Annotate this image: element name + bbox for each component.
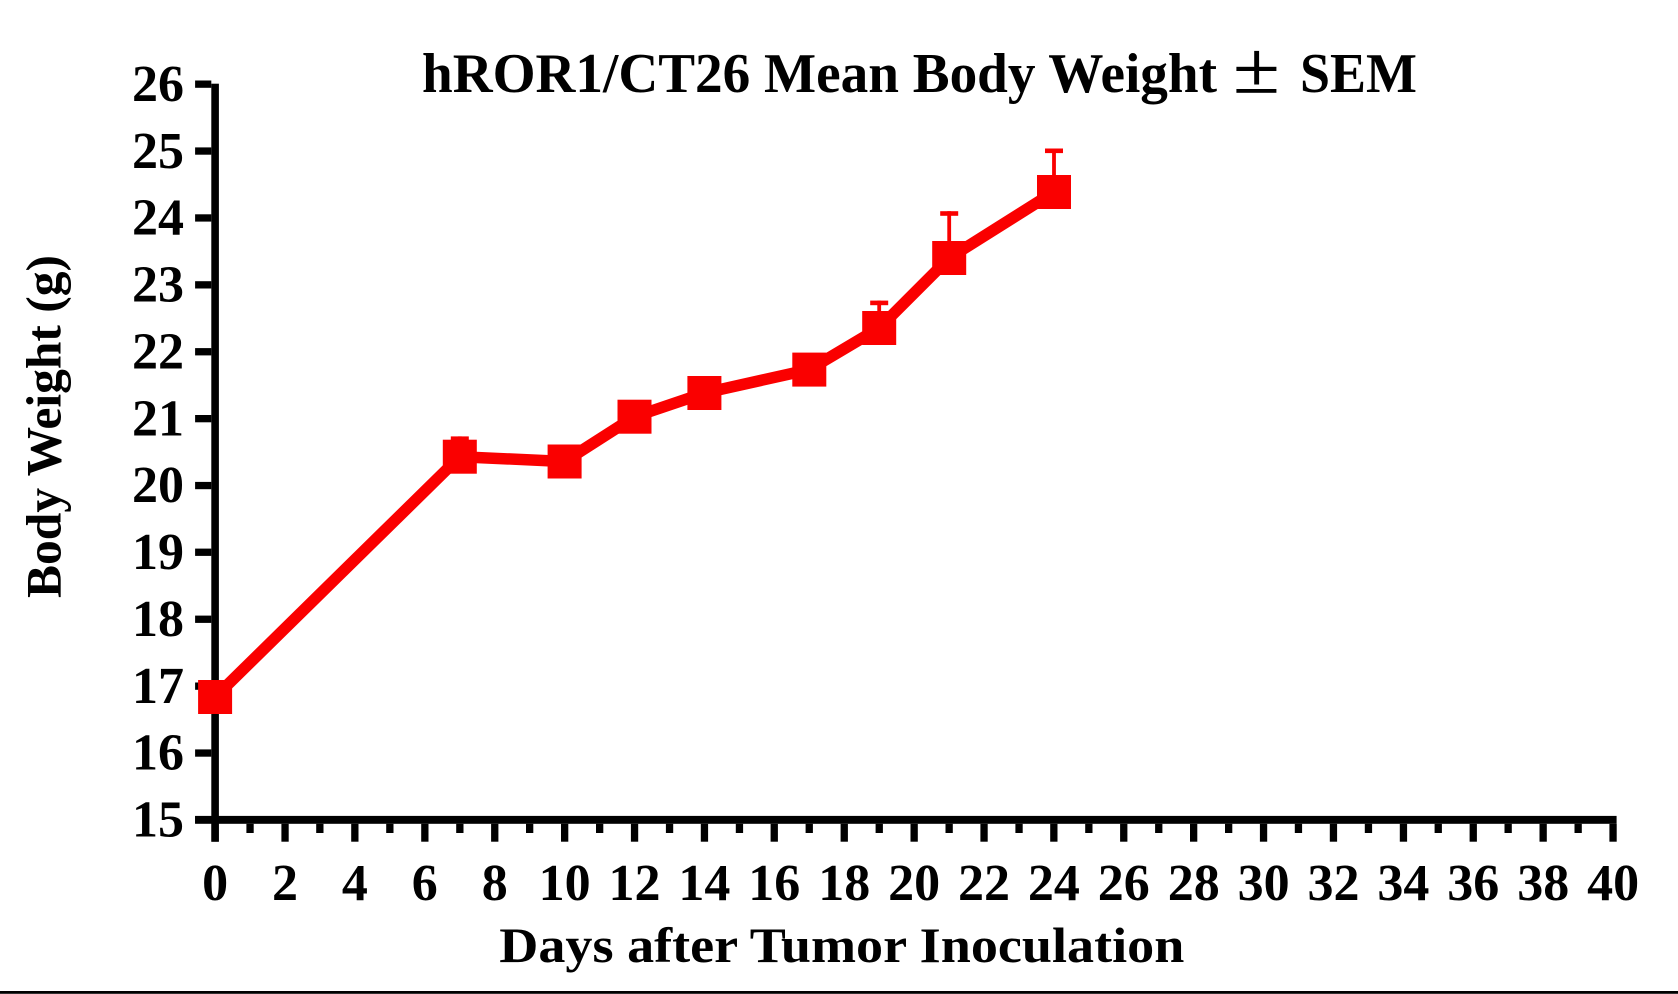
svg-text:SEM: SEM: [1300, 43, 1417, 105]
svg-text:24: 24: [1028, 855, 1080, 912]
svg-text:26: 26: [1098, 855, 1150, 912]
svg-text:38: 38: [1517, 855, 1569, 912]
svg-text:18: 18: [818, 855, 870, 912]
svg-text:28: 28: [1168, 855, 1220, 912]
svg-text:2: 2: [272, 855, 298, 912]
svg-text:21: 21: [132, 390, 184, 447]
svg-text:32: 32: [1308, 855, 1360, 912]
svg-text:23: 23: [132, 257, 184, 314]
svg-text:34: 34: [1377, 855, 1429, 912]
svg-text:30: 30: [1238, 855, 1290, 912]
svg-text:16: 16: [748, 855, 800, 912]
svg-text:20: 20: [132, 457, 184, 514]
svg-text:40: 40: [1587, 855, 1639, 912]
svg-text:8: 8: [482, 855, 508, 912]
svg-text:17: 17: [132, 658, 184, 715]
svg-text:10: 10: [539, 855, 591, 912]
svg-text:12: 12: [609, 855, 661, 912]
svg-text:Body Weight (g): Body Weight (g): [15, 255, 71, 598]
svg-text:6: 6: [412, 855, 438, 912]
svg-text:22: 22: [958, 855, 1010, 912]
svg-text:4: 4: [342, 855, 368, 912]
svg-text:16: 16: [132, 725, 184, 782]
svg-text:26: 26: [132, 56, 184, 113]
svg-text:15: 15: [132, 792, 184, 849]
svg-text:14: 14: [678, 855, 730, 912]
svg-text:Days after Tumor Inoculation: Days after Tumor Inoculation: [499, 917, 1184, 973]
svg-text:36: 36: [1447, 855, 1499, 912]
svg-text:0: 0: [202, 855, 228, 912]
svg-text:22: 22: [132, 323, 184, 380]
svg-text:24: 24: [132, 190, 184, 247]
svg-text:hROR1/CT26 Mean Body Weight: hROR1/CT26 Mean Body Weight: [422, 43, 1217, 105]
svg-text:20: 20: [888, 855, 940, 912]
svg-text:25: 25: [132, 123, 184, 180]
svg-text:18: 18: [132, 591, 184, 648]
svg-text:19: 19: [132, 524, 184, 581]
